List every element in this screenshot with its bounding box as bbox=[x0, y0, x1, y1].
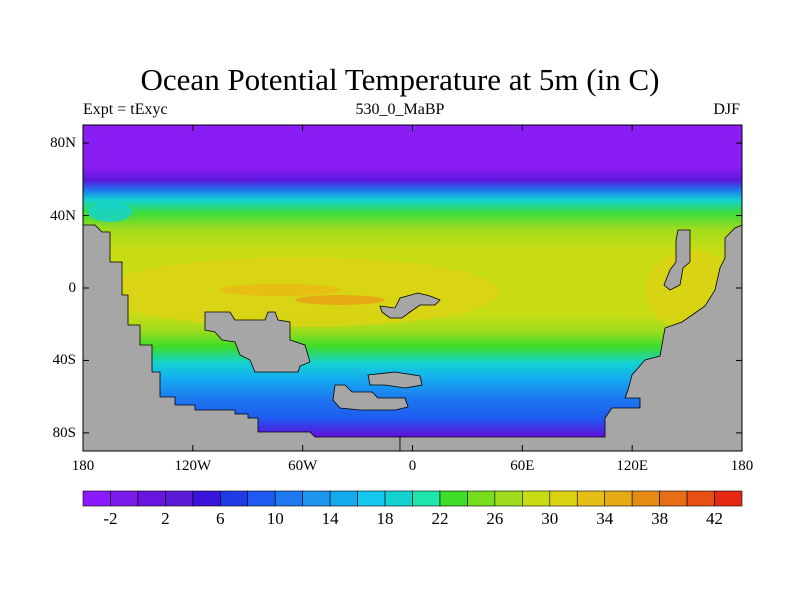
island-southern-b bbox=[367, 371, 423, 389]
colorbar-label: 6 bbox=[216, 509, 225, 528]
lon-tick-label: 0 bbox=[408, 458, 417, 474]
colorbar-label: -2 bbox=[103, 509, 118, 528]
lat-tick-label: 80S bbox=[52, 424, 76, 441]
lat-tick-label: 40S bbox=[52, 352, 76, 369]
lon-tick-label: 60E bbox=[510, 458, 535, 474]
colorbar-swatch bbox=[686, 490, 715, 507]
colorbar-swatch bbox=[192, 490, 221, 507]
colorbar-swatch bbox=[219, 490, 249, 507]
season-label: DJF bbox=[713, 101, 740, 118]
experiment-label: Expt = tExyc bbox=[83, 101, 168, 118]
colorbar-label: 26 bbox=[486, 509, 504, 528]
colorbar-swatch bbox=[274, 490, 303, 507]
colorbar-label: 18 bbox=[376, 509, 394, 528]
colorbar-label: 14 bbox=[321, 509, 339, 528]
lon-tick-label: 180 bbox=[71, 458, 95, 474]
colorbar-swatch bbox=[412, 490, 441, 507]
island-northeast bbox=[663, 229, 691, 291]
colorbar-label: 38 bbox=[651, 509, 669, 528]
colorbar-swatch bbox=[384, 490, 413, 507]
colorbar-swatch bbox=[631, 490, 660, 507]
colorbar-swatch bbox=[82, 490, 111, 507]
colorbar-label: 2 bbox=[161, 509, 170, 528]
colorbar-swatch bbox=[302, 490, 331, 507]
lat-tick-label: 0 bbox=[68, 280, 77, 296]
colorbar-swatch bbox=[576, 490, 606, 507]
lon-tick-label: 120W bbox=[174, 458, 212, 474]
colorbar-label: 30 bbox=[541, 509, 559, 528]
colorbar-swatch bbox=[549, 490, 578, 507]
colorbar-swatch bbox=[137, 490, 166, 507]
colorbar-label: 22 bbox=[431, 509, 449, 528]
colorbar-swatch bbox=[110, 490, 139, 507]
continent-tropical bbox=[379, 292, 441, 319]
colorbar-swatch bbox=[357, 490, 386, 507]
colorbar-swatch bbox=[439, 490, 468, 507]
colorbar-swatch bbox=[467, 490, 496, 507]
colorbar-label: 10 bbox=[266, 509, 284, 528]
map-title: Ocean Potential Temperature at 5m (in C) bbox=[140, 62, 660, 97]
lon-tick-label: 180 bbox=[730, 458, 754, 474]
landmass-east bbox=[399, 224, 743, 452]
colorbar-swatch bbox=[494, 490, 523, 507]
colorbar-swatch bbox=[714, 490, 743, 507]
land-mask bbox=[82, 224, 743, 452]
landmass-west bbox=[82, 224, 401, 452]
colorbar-swatch bbox=[522, 490, 551, 507]
colorbar-swatch bbox=[659, 490, 688, 507]
continent-central bbox=[204, 311, 311, 373]
lon-tick-label: 60W bbox=[288, 458, 318, 474]
colorbar-swatch bbox=[604, 490, 633, 507]
lat-tick-label: 80N bbox=[50, 135, 76, 152]
island-southern-a bbox=[332, 384, 409, 411]
colorbar-swatch bbox=[329, 490, 358, 507]
colorbar-label: 42 bbox=[706, 509, 724, 528]
lon-tick-label: 120E bbox=[616, 458, 648, 474]
axis-ticks bbox=[82, 125, 743, 451]
period-label: 530_0_MaBP bbox=[355, 101, 445, 118]
lat-tick-label: 40N bbox=[50, 207, 76, 224]
colorbar-swatch bbox=[247, 490, 276, 507]
colorbar-swatch bbox=[165, 490, 194, 507]
colorbar-label: 34 bbox=[596, 509, 614, 528]
colorbar bbox=[82, 490, 743, 507]
